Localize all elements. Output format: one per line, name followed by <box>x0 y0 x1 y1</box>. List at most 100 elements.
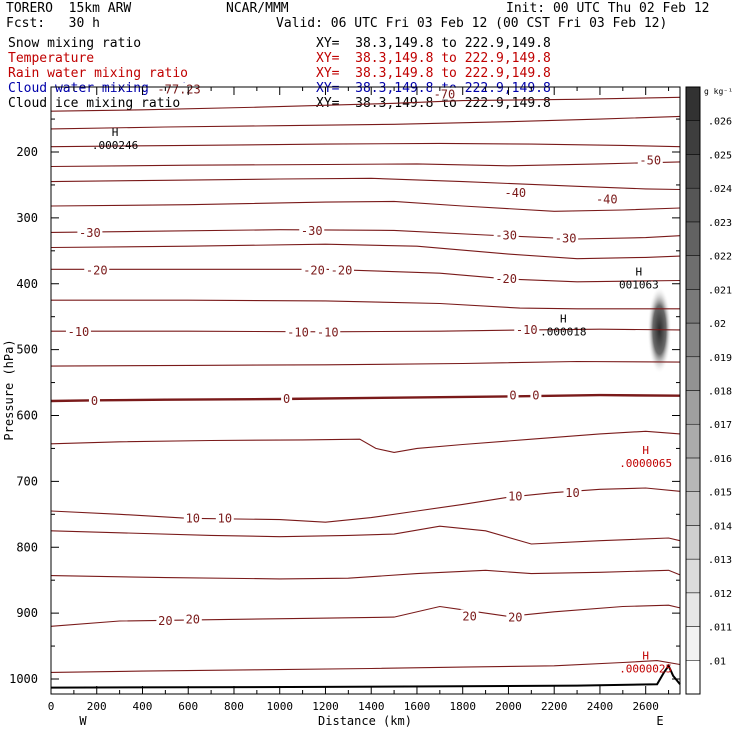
isotherm-label: -30 <box>301 224 323 238</box>
isotherm-label: -10 <box>68 325 90 339</box>
isotherm-label: -20 <box>86 264 108 278</box>
colorbar-segment <box>685 187 701 223</box>
isotherm-line <box>50 243 681 260</box>
isotherm-label: -10 <box>287 325 309 339</box>
isotherm-label: 0 <box>532 389 539 403</box>
plot-frame <box>50 86 681 695</box>
isotherm-label: 20 <box>158 614 172 628</box>
x-tick-label: 1800 <box>449 700 476 713</box>
max-marker: H <box>642 650 649 663</box>
colorbar-segment <box>685 322 701 358</box>
max-value: .0000025 <box>619 663 672 676</box>
isotherm-label: 10 <box>508 490 522 504</box>
isotherm-label-bg <box>506 610 525 623</box>
y-tick-label: 800 <box>16 540 38 554</box>
isotherm-label: 20 <box>508 611 522 625</box>
isotherm-label-bg <box>431 87 457 100</box>
colorbar-segment <box>685 356 701 391</box>
isotherm-label-bg <box>553 231 579 244</box>
field-label-temperature: Temperature <box>8 51 95 66</box>
isotherm-label: -50 <box>639 154 661 168</box>
colorbar-segment <box>685 558 701 594</box>
colorbar-tick-label: .017 <box>708 420 732 431</box>
isotherm-label-bg <box>183 612 202 625</box>
isotherm-line <box>51 328 681 333</box>
org-label: NCAR/MMM <box>226 1 289 16</box>
x-end-label-east: E <box>656 714 663 728</box>
max-value: .0000065 <box>619 457 672 470</box>
x-axis-title: Distance (km) <box>318 714 412 728</box>
field-label-cloud-ice: Cloud ice mixing ratio <box>8 96 181 111</box>
isotherm-line <box>50 161 681 168</box>
isotherm-label: 10 <box>565 486 579 500</box>
isotherm-label-bg <box>77 226 103 239</box>
colorbar-segment <box>685 457 701 492</box>
x-tick-label: 1600 <box>404 700 431 713</box>
isotherm-line <box>50 569 681 580</box>
max-value: .000246 <box>92 139 138 152</box>
isotherm-label-bg <box>285 325 311 338</box>
isotherm-label: -70 <box>434 88 456 102</box>
isotherm-label-bg <box>460 609 479 622</box>
colorbar-segment <box>685 390 701 425</box>
isotherm-label: -10 <box>516 323 538 337</box>
x-tick-label: 2400 <box>587 700 614 713</box>
isotherm-label: 0 <box>91 394 98 408</box>
colorbar-tick-label: .024 <box>708 184 732 195</box>
x-tick-label: 0 <box>48 700 55 713</box>
isotherm-label-bg <box>594 192 620 205</box>
isotherm-label-bg <box>65 324 91 337</box>
colorbar-tick-label: .016 <box>708 454 732 465</box>
colorbar-tick-label: .018 <box>708 387 732 398</box>
isotherm-label-bg <box>301 263 327 276</box>
model-title: TORERO 15km ARW <box>6 1 132 16</box>
colorbar-segment <box>685 154 701 189</box>
isotherm-label-bg <box>530 388 542 401</box>
colorbar-tick-label: .026 <box>708 117 732 128</box>
max-value: 001063 <box>619 278 659 291</box>
x-tick-label: 200 <box>87 700 107 713</box>
x-tick-label: 2600 <box>632 700 659 713</box>
colorbar-segment <box>685 289 701 324</box>
isotherm-line <box>51 268 681 283</box>
max-value: .000018 <box>540 325 586 338</box>
colorbar-segment <box>685 491 701 526</box>
isotherm-line <box>50 487 681 523</box>
isotherm-line <box>50 142 681 148</box>
isotherm-label-bg <box>563 486 582 499</box>
isotherm-label: -10 <box>317 325 339 339</box>
isotherm-line <box>50 115 681 130</box>
isotherm-label-bg <box>328 263 354 276</box>
x-tick-label: 2000 <box>495 700 522 713</box>
x-tick-label: 1000 <box>266 700 293 713</box>
x-tick-label: 600 <box>178 700 198 713</box>
y-tick-label: 900 <box>16 606 38 620</box>
max-marker: H <box>636 265 643 278</box>
isotherm-label-bg <box>84 263 110 276</box>
y-tick-label: 400 <box>16 277 38 291</box>
isotherm-label-bg <box>88 394 100 407</box>
field-label-rain: Rain water mixing ratio <box>8 66 189 81</box>
isotherm-line <box>50 360 681 367</box>
colorbar-segment <box>685 592 701 627</box>
x-tick-label: 800 <box>224 700 244 713</box>
y-tick-label: 500 <box>16 343 38 357</box>
isotherm-label-bg <box>637 153 663 166</box>
isotherm-label: 10 <box>218 511 232 525</box>
colorbar-tick-label: .022 <box>708 252 732 263</box>
isotherm-label: -40 <box>596 192 618 206</box>
isotherm-label: 10 <box>186 511 200 525</box>
colorbar-tick-label: .025 <box>708 150 732 161</box>
init-time: Init: 00 UTC Thu 02 Feb 12 <box>506 1 710 16</box>
colorbar-segment <box>685 626 701 661</box>
isotherm-label: -77.23 <box>157 82 200 96</box>
isotherm-label: 0 <box>283 392 290 406</box>
x-tick-label: 2200 <box>541 700 568 713</box>
y-tick-label: 600 <box>16 409 38 423</box>
terrain-line <box>50 663 681 689</box>
colorbar-tick-label: .019 <box>708 353 732 364</box>
valid-time: Valid: 06 UTC Fri 03 Feb 12 (00 CST Fri … <box>276 16 668 31</box>
forecast-hour: Fcst: 30 h <box>6 16 100 31</box>
y-tick-label: 1000 <box>9 672 38 686</box>
